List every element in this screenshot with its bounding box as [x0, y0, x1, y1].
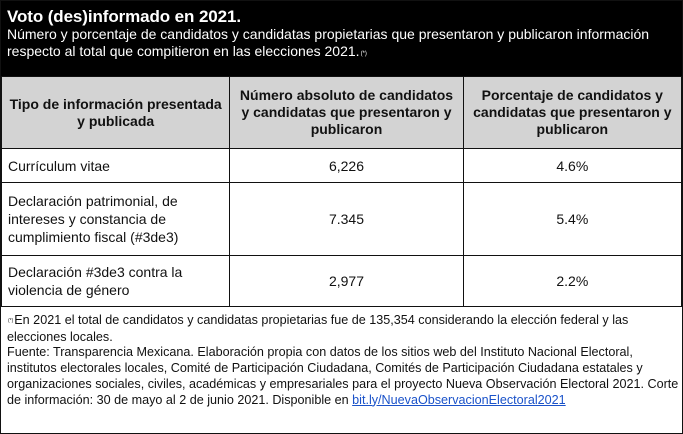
- source-note: Fuente: Transparencia Mexicana. Elaborac…: [7, 345, 679, 408]
- source-link[interactable]: bit.ly/NuevaObservacionElectoral2021: [352, 392, 566, 407]
- header: Voto (des)informado en 2021. Número y po…: [1, 1, 682, 76]
- column-header-number: Número absoluto de candidatos y candidat…: [229, 76, 464, 149]
- cell-percent: 4.6%: [462, 148, 683, 183]
- column-header-percent: Porcentaje de candidatos y candidatas qu…: [462, 76, 683, 149]
- subtitle-text: Número y porcentaje de candidatos y cand…: [7, 26, 650, 59]
- data-table: Tipo de información presentada y publica…: [0, 76, 683, 307]
- footnote: (*)En 2021 el total de candidatos y cand…: [7, 313, 679, 345]
- column-header-type: Tipo de información presentada y publica…: [0, 76, 231, 149]
- table-row: Currículum vitae 6,226 4.6%: [0, 148, 683, 183]
- cell-number: 2,977: [229, 255, 464, 307]
- cell-type: Declaración patrimonial, de intereses y …: [0, 182, 231, 256]
- cell-number: 7.345: [229, 182, 464, 256]
- table-header-row: Tipo de información presentada y publica…: [0, 76, 683, 149]
- table-row: Declaración #3de3 contra la violencia de…: [0, 255, 683, 307]
- subtitle-footnote-marker: (*): [360, 51, 367, 57]
- source-text: Fuente: Transparencia Mexicana. Elaborac…: [7, 345, 679, 407]
- footnote-marker: (*): [8, 318, 14, 324]
- cell-percent: 5.4%: [462, 182, 683, 256]
- title: Voto (des)informado en 2021.: [7, 7, 241, 26]
- cell-number: 6,226: [229, 148, 464, 183]
- table-row: Declaración patrimonial, de intereses y …: [0, 182, 683, 256]
- subtitle: Número y porcentaje de candidatos y cand…: [7, 26, 674, 63]
- cell-percent: 2.2%: [462, 255, 683, 307]
- notes: (*)En 2021 el total de candidatos y cand…: [7, 313, 679, 408]
- cell-type: Declaración #3de3 contra la violencia de…: [0, 255, 231, 307]
- footnote-text: En 2021 el total de candidatos y candida…: [7, 313, 629, 344]
- cell-type: Currículum vitae: [0, 148, 231, 183]
